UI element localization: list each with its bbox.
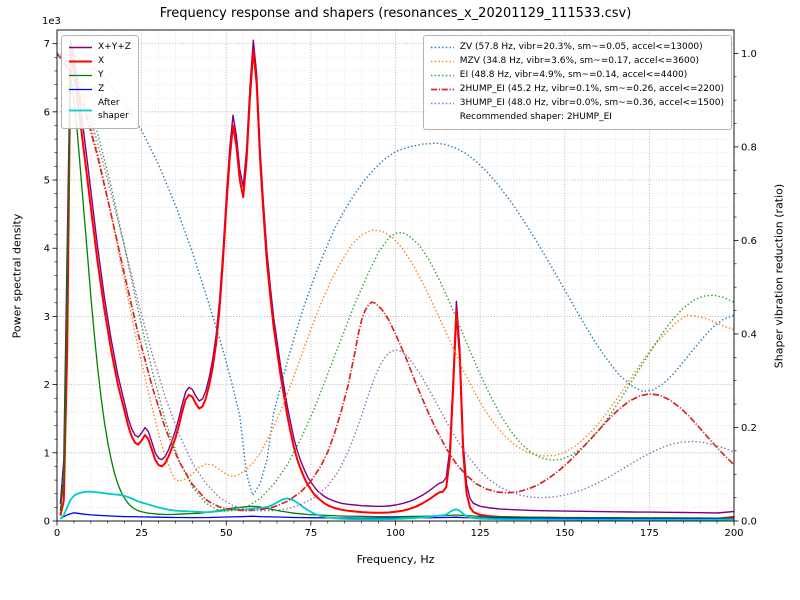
legend-label: X [98, 56, 105, 67]
legend-item-3hump_ei: 3HUMP_EI (48.0 Hz, vibr=0.0%, sm~=0.36, … [430, 97, 724, 110]
legend-line-sample [69, 46, 92, 49]
legend-label: Z [98, 84, 105, 95]
legend-line-sample [69, 60, 92, 63]
x-tick-label: 50 [220, 528, 233, 539]
series-x [59, 49, 734, 520]
legend-item-zv: ZV (57.8 Hz, vibr=20.3%, sm~=0.05, accel… [430, 41, 724, 54]
x-tick-label: 75 [305, 528, 318, 539]
y-left-tick-label: 3 [44, 312, 50, 323]
y-left-tick-label: 0 [44, 517, 50, 528]
x-tick-label: 150 [555, 528, 574, 539]
legend-item-ei: EI (48.8 Hz, vibr=4.9%, sm~=0.14, accel<… [430, 69, 724, 82]
legend-item-xyz: X+Y+Z [68, 41, 131, 54]
y-left-tick-label: 7 [44, 39, 50, 50]
legend-item-y: Y [68, 69, 131, 82]
legend-line-sample [430, 74, 454, 77]
y-right-tick-label: 0.4 [741, 329, 757, 340]
legend-label: After shaper [98, 98, 129, 122]
chart-title: Frequency response and shapers (resonanc… [159, 6, 632, 21]
x-tick-label: 25 [135, 528, 148, 539]
series-zv [57, 52, 734, 496]
legend-line-sample [430, 88, 454, 91]
y-left-tick-label: 1 [44, 448, 50, 459]
series-2hump_ei [57, 52, 734, 512]
y-right-tick-label: 0.6 [741, 236, 757, 247]
legend-item-mzv: MZV (34.8 Hz, vibr=3.6%, sm~=0.17, accel… [430, 55, 724, 68]
x-tick-label: 100 [386, 528, 405, 539]
y-right-tick-label: 0.2 [741, 423, 757, 434]
y-left-tick-label: 6 [44, 107, 50, 118]
legend-item-x: X [68, 55, 131, 68]
y-left-tick-label: 5 [44, 176, 50, 187]
legend-line-sample-empty [430, 112, 455, 123]
legend-label: ZV (57.8 Hz, vibr=20.3%, sm~=0.05, accel… [459, 42, 703, 52]
legend-line-sample [430, 46, 454, 49]
legend-line-sample [430, 60, 454, 63]
legend-psd: X+Y+Z X Y Z After shaper [61, 35, 139, 130]
series-after_shaper [59, 490, 734, 521]
legend-label: 2HUMP_EI (45.2 Hz, vibr=0.1%, sm~=0.26, … [459, 84, 724, 95]
series-y [59, 77, 734, 519]
ticks: 0 25 50 75 100 125 150 175 200 0 1 2 3 4 5 6 7 0.0 0.2 0.4 0… [44, 39, 757, 539]
y-right-tick-label: 0.0 [741, 517, 757, 528]
x-axis-label: Frequency, Hz [356, 553, 435, 566]
y-right-tick-label: 0.8 [741, 142, 757, 153]
legend-line-sample [69, 74, 92, 77]
x-tick-label: 175 [640, 528, 659, 539]
legend-item-2hump_ei: 2HUMP_EI (45.2 Hz, vibr=0.1%, sm~=0.26, … [430, 83, 724, 96]
x-tick-label: 0 [54, 528, 60, 539]
legend-label: EI (48.8 Hz, vibr=4.9%, sm~=0.14, accel<… [459, 70, 688, 81]
series-ei [57, 52, 734, 512]
legend-label: X+Y+Z [98, 42, 131, 52]
y-left-tick-label: 2 [44, 380, 50, 391]
legend-label: Recommended shaper: 2HUMP_EI [459, 112, 612, 123]
x-tick-label: 200 [724, 528, 743, 539]
y-right-tick-label: 1.0 [741, 49, 757, 60]
series-mzv [57, 52, 734, 482]
legend-label: MZV (34.8 Hz, vibr=3.6%, sm~=0.17, accel… [459, 56, 699, 67]
legend-line-sample [69, 89, 92, 91]
y-axis-offset-text: 1e3 [42, 16, 61, 27]
y-left-tick-label: 4 [44, 244, 50, 255]
legend-item-after_shaper: After shaper [68, 97, 131, 123]
legend-line-sample [69, 109, 92, 112]
legend-item-z: Z [68, 83, 131, 96]
legend-label: 3HUMP_EI (48.0 Hz, vibr=0.0%, sm~=0.36, … [459, 98, 724, 109]
y-axis-label-right: Shaper vibration reduction (ratio) [772, 183, 786, 369]
legend-label: Y [98, 70, 104, 81]
legend-line-sample [430, 103, 454, 105]
y-axis-label-left: Power spectral density [10, 213, 24, 339]
legend-shapers: ZV (57.8 Hz, vibr=20.3%, sm~=0.05, accel… [422, 35, 732, 131]
series-3hump_ei [57, 52, 734, 512]
legend-item-recommended: Recommended shaper: 2HUMP_EI [430, 111, 724, 124]
x-tick-label: 125 [471, 528, 490, 539]
series-z [60, 512, 734, 520]
